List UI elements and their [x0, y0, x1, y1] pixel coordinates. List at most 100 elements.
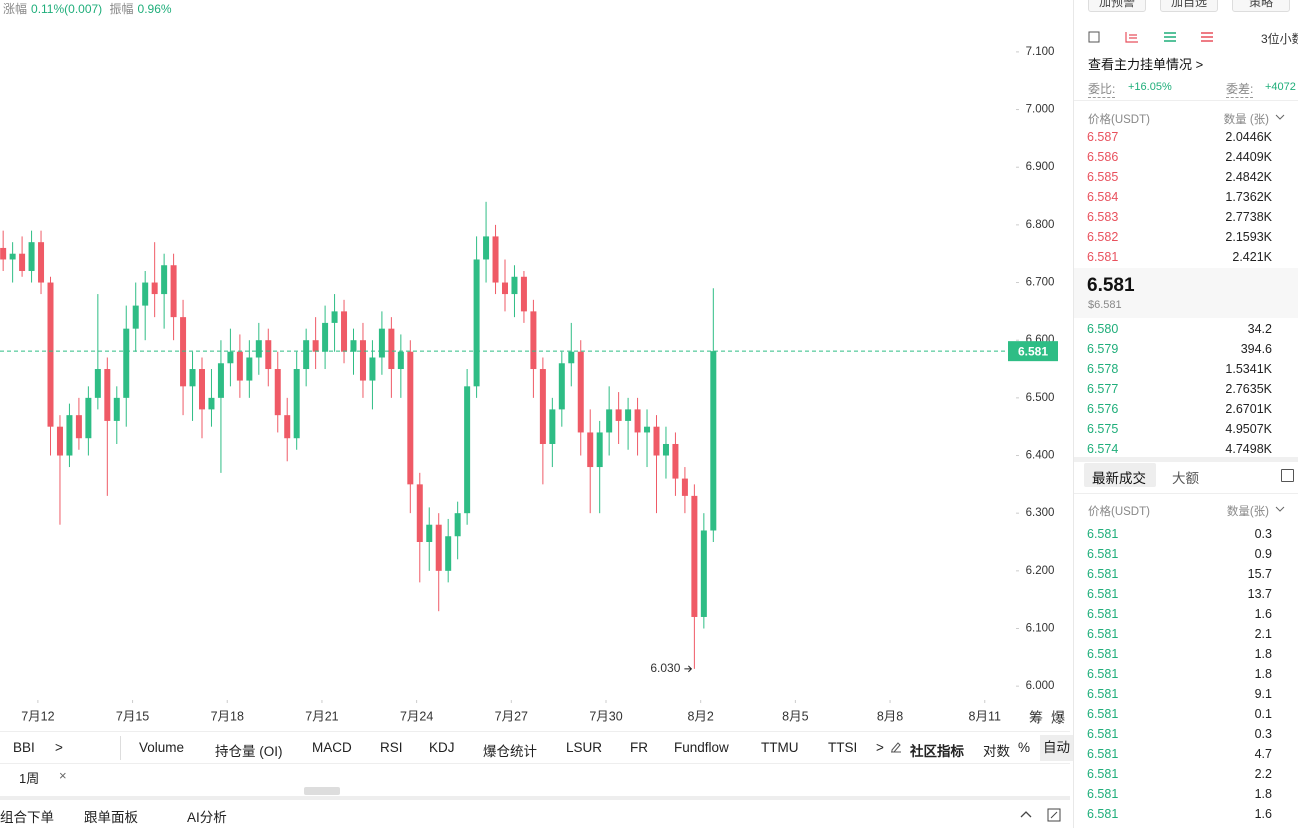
price: 6.581: [1087, 547, 1119, 561]
candle-body: [19, 253, 26, 272]
y-tick-label: 6.100: [1026, 623, 1055, 635]
indicator[interactable]: TTMU: [761, 740, 799, 755]
candle-body: [350, 340, 357, 352]
indicator[interactable]: >: [55, 740, 63, 755]
bottom-tab[interactable]: 组合下单: [0, 810, 54, 825]
candle-body: [520, 276, 527, 312]
book-row[interactable]: 6.581 1.6: [1074, 804, 1298, 824]
interval[interactable]: 1周: [19, 771, 40, 786]
x-tick-label: 7月30: [589, 709, 622, 723]
candle-body: [502, 282, 508, 295]
indicator[interactable]: FR: [630, 740, 648, 755]
book-row[interactable]: 6.578 1.5341K: [1074, 359, 1298, 379]
resize-handle[interactable]: [304, 787, 340, 795]
price: 6.587: [1087, 130, 1119, 144]
candle-body: [113, 397, 120, 421]
indicator[interactable]: Volume: [139, 740, 185, 755]
book-row[interactable]: 6.579 394.6: [1074, 339, 1298, 359]
indicator[interactable]: RSI: [380, 740, 403, 755]
button[interactable]: 加预警: [1088, 0, 1146, 12]
book-row[interactable]: 6.582 2.1593K: [1074, 227, 1298, 247]
book-row[interactable]: 6.581 9.1: [1074, 684, 1298, 704]
candle-body: [341, 311, 348, 352]
checkbox[interactable]: [1281, 469, 1294, 482]
book-row[interactable]: 6.581 4.7: [1074, 744, 1298, 764]
indicator[interactable]: 爆仓统计: [483, 744, 537, 759]
book-row[interactable]: 6.581 0.3: [1074, 724, 1298, 744]
book-row[interactable]: 6.581 15.7: [1074, 564, 1298, 584]
y-tick-label: 7.100: [1026, 46, 1055, 58]
x-tick-label: 8月5: [782, 709, 808, 723]
book-row[interactable]: 6.576 2.6701K: [1074, 399, 1298, 419]
price: 6.577: [1087, 382, 1119, 396]
y-tick-label: 6.400: [1026, 450, 1055, 462]
bottom-tab[interactable]: 跟单面板: [84, 810, 138, 825]
candle-body: [464, 386, 471, 514]
book-row[interactable]: 6.581 1.8: [1074, 644, 1298, 664]
indicator[interactable]: 自动: [1040, 735, 1073, 761]
close[interactable]: ×: [59, 768, 67, 783]
candle-body: [94, 369, 101, 398]
book-row[interactable]: 6.587 2.0446K: [1074, 127, 1298, 147]
candle-body: [199, 369, 205, 410]
button[interactable]: 加自选: [1160, 0, 1218, 12]
candle-body: [265, 340, 272, 370]
price: 6.581: [1087, 727, 1119, 741]
indicator[interactable]: MACD: [312, 740, 352, 755]
trade-tab[interactable]: 最新成交: [1092, 471, 1146, 486]
indicator[interactable]: 社区指标: [910, 744, 964, 759]
ratio-label: 委比:: [1088, 82, 1116, 98]
book-row[interactable]: 6.581 1.8: [1074, 664, 1298, 684]
book-row[interactable]: 6.577 2.7635K: [1074, 379, 1298, 399]
collapse-icon[interactable]: [1020, 809, 1032, 819]
price: 6.581: [1087, 587, 1119, 601]
book-row[interactable]: 6.580 34.2: [1074, 319, 1298, 339]
chevron-path: [1275, 506, 1285, 512]
y-tick-label: 6.300: [1026, 507, 1055, 519]
indicator[interactable]: >: [876, 740, 884, 755]
book-row[interactable]: 6.581 2.2: [1074, 764, 1298, 784]
indicator[interactable]: 持仓量 (OI): [215, 744, 283, 759]
book-row[interactable]: 6.581 0.1: [1074, 704, 1298, 724]
indicator[interactable]: LSUR: [566, 740, 603, 755]
annotation-arrowhead: [688, 665, 693, 673]
expand-icon[interactable]: [1047, 808, 1061, 822]
price: 6.581: [1087, 607, 1119, 621]
indicator[interactable]: TTSI: [828, 740, 858, 755]
trade-tab[interactable]: 大额: [1172, 471, 1199, 486]
indicator[interactable]: %: [1018, 740, 1031, 755]
book-row[interactable]: 6.586 2.4409K: [1074, 147, 1298, 167]
button[interactable]: 策略: [1232, 0, 1290, 12]
depth-link[interactable]: 查看主力挂单情况 >: [1088, 57, 1204, 72]
book-row[interactable]: 6.581 1.8: [1074, 784, 1298, 804]
quantity: 4.9507K: [1225, 422, 1272, 436]
candle-body: [246, 357, 253, 381]
axis-tool[interactable]: 爆: [1051, 710, 1065, 726]
candle-body: [217, 363, 224, 398]
book-row[interactable]: 6.575 4.9507K: [1074, 419, 1298, 439]
book-row[interactable]: 6.585 2.4842K: [1074, 167, 1298, 187]
bottom-tab[interactable]: AI分析: [187, 810, 227, 825]
indicator[interactable]: 对数: [983, 744, 1010, 759]
decimals[interactable]: 3位小数: [1261, 32, 1298, 46]
book-row[interactable]: 6.574 4.7498K: [1074, 439, 1298, 459]
book-row[interactable]: 6.583 2.7738K: [1074, 207, 1298, 227]
book-row[interactable]: 6.581 0.3: [1074, 524, 1298, 544]
indicator[interactable]: Fundflow: [674, 740, 729, 755]
stats: 涨幅 0.11%(0.007) 振幅 0.96%: [3, 0, 176, 17]
book-row[interactable]: 6.581 2.1: [1074, 624, 1298, 644]
axis-tool[interactable]: 筹: [1029, 710, 1043, 726]
book-row[interactable]: 6.581 1.6: [1074, 604, 1298, 624]
quantity: 394.6: [1240, 342, 1272, 356]
book-row[interactable]: 6.581 0.9: [1074, 544, 1298, 564]
book-view-icons[interactable]: [1088, 30, 1238, 44]
book-row[interactable]: 6.581 2.421K: [1074, 247, 1298, 267]
candle-body: [710, 351, 717, 531]
indicator[interactable]: KDJ: [429, 740, 455, 755]
book-row[interactable]: 6.584 1.7362K: [1074, 187, 1298, 207]
candle-body: [653, 426, 660, 456]
indicator[interactable]: BBI: [13, 740, 35, 755]
edit-icon[interactable]: [890, 741, 902, 753]
book-row[interactable]: 6.581 13.7: [1074, 584, 1298, 604]
y-tick-label: 6.700: [1026, 277, 1055, 289]
